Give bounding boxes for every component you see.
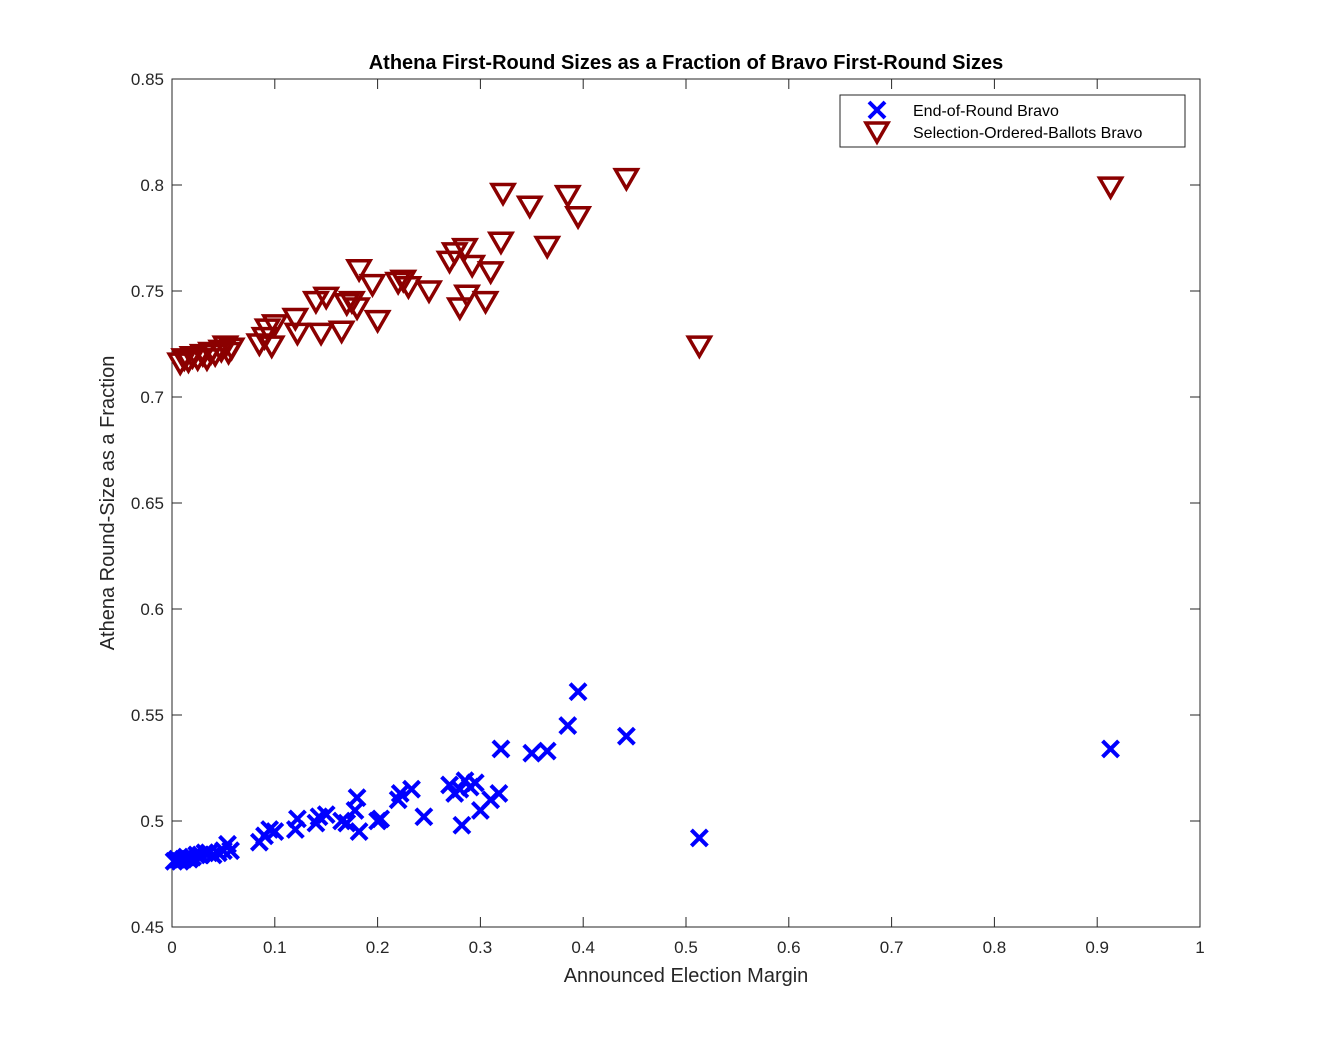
- data-point-x: [616, 726, 636, 746]
- data-point-x: [221, 841, 241, 861]
- x-tick-label: 0.6: [777, 938, 801, 957]
- data-point-triangle: [363, 309, 392, 335]
- data-point-triangle: [564, 206, 593, 231]
- data-point-triangle: [476, 261, 505, 286]
- x-axis-label: Announced Election Margin: [564, 965, 809, 987]
- data-point-x: [390, 784, 410, 803]
- data-point-x: [491, 739, 511, 759]
- axis-ticks: [171, 78, 1201, 928]
- x-tick-label: 0.1: [263, 938, 287, 957]
- y-tick-label: 0.7: [140, 388, 164, 407]
- data-point-triangle: [458, 254, 487, 280]
- data-point-x: [288, 809, 307, 829]
- data-point-triangle: [685, 335, 714, 360]
- data-point-x: [440, 775, 459, 795]
- data-point-triangle: [307, 322, 336, 347]
- data-point-x: [452, 815, 472, 835]
- legend-marker-selection-ordered-ballots-bravo: [862, 121, 892, 146]
- legend-triangle-marker: [862, 121, 892, 146]
- data-point-x: [265, 822, 285, 842]
- data-point-triangle: [553, 184, 582, 210]
- y-tick-label: 0.75: [131, 282, 164, 301]
- x-tick-label: 0: [167, 938, 176, 957]
- data-point-x: [568, 682, 588, 702]
- data-point-triangle: [283, 322, 312, 347]
- data-point-triangle: [1096, 176, 1125, 201]
- data-point-x: [489, 784, 509, 803]
- data-point-triangle: [488, 182, 518, 207]
- plot-area: [171, 78, 1201, 928]
- data-point-triangle: [281, 307, 310, 333]
- legend-marker-end-of-round-bravo: [867, 100, 887, 120]
- x-tick-label: 0.2: [366, 938, 390, 957]
- data-point-triangle: [312, 286, 341, 311]
- data-point-triangle: [394, 276, 423, 301]
- x-tick-label: 0.9: [1085, 938, 1109, 957]
- data-point-x: [316, 805, 336, 825]
- x-tick-label: 1: [1195, 938, 1204, 957]
- legend-x-marker: [867, 100, 887, 120]
- legend: End-of-Round Bravo Selection-Ordered-Bal…: [839, 94, 1186, 148]
- data-point-x: [347, 788, 367, 808]
- data-point-triangle: [515, 195, 544, 220]
- data-point-x: [260, 820, 280, 839]
- data-point-x: [371, 809, 391, 829]
- data-point-triangle: [533, 235, 562, 260]
- data-point-triangle: [257, 335, 286, 360]
- y-tick-label: 0.85: [131, 70, 164, 89]
- data-point-triangle: [327, 320, 356, 345]
- y-tick-label: 0.8: [140, 176, 164, 195]
- data-point-triangle: [384, 271, 413, 297]
- y-tick-label: 0.5: [140, 812, 164, 831]
- legend-label-selection-ordered-ballots-bravo: Selection-Ordered-Ballots Bravo: [913, 125, 1143, 142]
- x-tick-label: 0.7: [880, 938, 904, 957]
- x-tick-label: 0.8: [983, 938, 1007, 957]
- data-point-triangle: [358, 273, 387, 299]
- data-point-triangle: [450, 237, 480, 263]
- data-point-triangle: [486, 231, 515, 256]
- data-point-x: [402, 779, 421, 799]
- data-point-x: [522, 743, 542, 763]
- y-tick-labels: 0.45 0.5 0.55 0.6 0.65 0.7 0.75 0.8 0.85: [131, 70, 164, 937]
- chart-title: Athena First-Round Sizes as a Fraction o…: [369, 52, 1004, 74]
- x-tick-label: 0.4: [571, 938, 595, 957]
- data-point-triangle: [345, 259, 374, 284]
- data-point-x: [465, 773, 485, 793]
- data-point-x: [537, 741, 557, 761]
- data-point-triangle: [217, 337, 246, 362]
- data-point-x: [558, 716, 578, 736]
- data-point-triangle: [201, 343, 230, 369]
- legend-box: [839, 94, 1186, 148]
- series-end-of-round-bravo: [164, 682, 1120, 871]
- data-point-triangle: [453, 284, 482, 309]
- data-point-x: [337, 813, 357, 833]
- series-selection-ordered-ballots-bravo: [166, 167, 1125, 377]
- x-tick-label: 0.3: [469, 938, 493, 957]
- data-point-x: [689, 828, 709, 848]
- data-point-triangle: [260, 314, 289, 339]
- data-point-x: [414, 807, 434, 827]
- data-point-triangle: [612, 167, 641, 193]
- data-point-x: [349, 822, 369, 842]
- y-tick-label: 0.45: [131, 918, 164, 937]
- data-point-x: [1101, 739, 1120, 759]
- y-axis-label: Athena Round-Size as a Fraction: [97, 356, 119, 651]
- x-tick-labels: 0 0.1 0.2 0.3 0.4 0.5 0.6 0.7 0.8 0.9 1: [167, 938, 1204, 957]
- y-tick-label: 0.6: [140, 600, 164, 619]
- data-point-triangle: [414, 280, 444, 305]
- x-tick-label: 0.5: [674, 938, 698, 957]
- data-point-triangle: [445, 297, 474, 322]
- legend-label-end-of-round-bravo: End-of-Round Bravo: [913, 103, 1059, 120]
- data-point-triangle: [343, 297, 372, 322]
- y-tick-label: 0.65: [131, 494, 164, 513]
- data-point-triangle: [332, 292, 361, 318]
- data-point-x: [203, 845, 223, 865]
- data-point-triangle: [471, 290, 500, 316]
- y-tick-label: 0.55: [131, 706, 164, 725]
